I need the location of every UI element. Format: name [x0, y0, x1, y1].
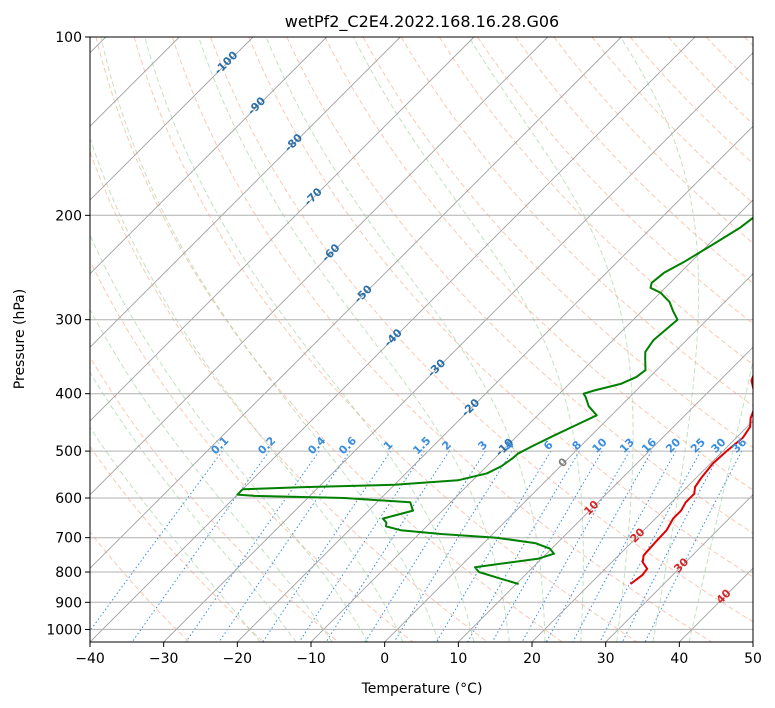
x-tick-label: 30 — [597, 651, 615, 667]
dry-adiabat — [133, 37, 638, 642]
moist-adiabat — [90, 233, 369, 642]
dry-adiabat — [286, 37, 753, 534]
x-tick-label: −30 — [149, 651, 179, 667]
chart-title: wetPf2_C2E4.2022.168.16.28.G06 — [285, 12, 559, 32]
y-tick-label: 700 — [55, 531, 82, 547]
moist-adiabat — [198, 37, 510, 642]
moist-adiabat — [100, 37, 439, 642]
isotherm-line — [163, 52, 753, 642]
dry-adiabat — [90, 445, 264, 642]
moist-adiabat — [90, 426, 261, 642]
dry-adiabat — [515, 37, 753, 284]
x-tick-label: 0 — [380, 651, 389, 667]
dry-adiabat — [553, 37, 753, 244]
y-axis-title: Pressure (hPa) — [12, 289, 28, 389]
y-tick-label: 1000 — [46, 622, 82, 638]
moist-adiabat — [265, 37, 546, 642]
x-tick-label: −10 — [296, 651, 326, 667]
dry-adiabat — [90, 356, 339, 642]
dry-adiabat — [210, 37, 753, 623]
isotherm-line — [384, 273, 753, 642]
dry-adiabat — [400, 37, 753, 407]
y-tick-label: 100 — [55, 30, 82, 46]
isotherm-line — [605, 494, 753, 642]
x-axis-title: Temperature (°C) — [361, 681, 483, 697]
isotherm-line — [90, 37, 401, 348]
dry-adiabat — [324, 37, 753, 491]
mixing-ratio-line — [262, 450, 392, 642]
x-tick-label: −40 — [75, 651, 105, 667]
mixing-ratio-line — [218, 450, 351, 642]
moist-adiabat — [620, 37, 700, 642]
moist-adiabat — [144, 37, 475, 642]
dry-adiabat — [171, 37, 712, 642]
y-tick-label: 900 — [55, 595, 82, 611]
mixing-ratio-line — [599, 450, 701, 642]
isotherm-line — [531, 420, 753, 642]
y-tick-label: 500 — [55, 444, 82, 460]
dry-adiabat — [90, 259, 414, 642]
isotherm-line — [90, 37, 254, 201]
x-tick-label: 20 — [523, 651, 541, 667]
mixing-ratio-line — [90, 450, 223, 632]
x-axis: −40 −30 −20 −10 0 10 20 30 40 50 — [75, 642, 762, 667]
y-tick-label: 800 — [55, 565, 82, 581]
y-tick-label: 200 — [55, 208, 82, 224]
dry-adiabat — [629, 37, 753, 165]
isotherm-line — [236, 125, 753, 642]
mixing-ratio-line — [298, 450, 425, 642]
y-axis: 100 200 300 400 500 600 700 800 900 1000 — [46, 30, 90, 638]
mixing-ratio-line — [185, 450, 320, 642]
moist-adiabat — [90, 308, 333, 642]
isotherm-line — [310, 199, 753, 642]
dry-adiabat — [438, 37, 753, 366]
isotherm-line — [90, 37, 622, 569]
mixing-ratio-line — [644, 450, 743, 642]
x-tick-label: −20 — [223, 651, 253, 667]
moist-adiabat — [688, 358, 753, 642]
mixing-ratio-line — [572, 450, 677, 642]
mixing-ratio-line — [545, 450, 653, 642]
y-tick-label: 400 — [55, 387, 82, 403]
isotherm-line — [457, 346, 753, 642]
isotherm-line — [90, 37, 328, 275]
moist-adiabat — [353, 37, 584, 642]
isotherm-line — [90, 37, 475, 422]
dry-adiabat — [248, 37, 753, 578]
y-tick-label: 300 — [55, 313, 82, 329]
y-tick-label: 600 — [55, 491, 82, 507]
isotherm-line — [90, 37, 696, 642]
x-tick-label: 50 — [744, 651, 762, 667]
mixing-ratio-line — [621, 450, 722, 642]
mixing-ratio-line — [491, 450, 603, 642]
isotherm-line — [90, 37, 549, 496]
mixing-ratio-line — [521, 450, 630, 642]
x-tick-label: 10 — [449, 651, 467, 667]
dewpoint-profile-line — [236, 216, 753, 585]
x-tick-label: 40 — [670, 651, 688, 667]
plot-frame — [89, 36, 754, 643]
